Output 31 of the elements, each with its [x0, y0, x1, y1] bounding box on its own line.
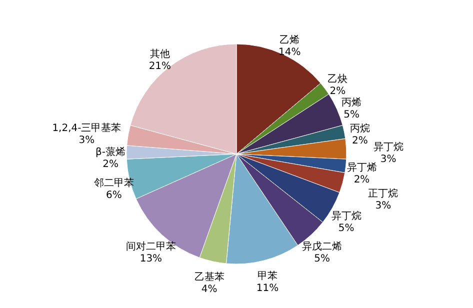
- slice-label: 异丁烯: [346, 162, 377, 174]
- slice-label: 其他: [150, 48, 170, 60]
- data-label: 5%: [314, 253, 330, 264]
- slice-label: 异丁烷: [373, 140, 404, 153]
- data-label: 5%: [344, 110, 360, 121]
- data-label: 3%: [78, 135, 95, 146]
- data-label: 2%: [102, 159, 118, 170]
- data-label: 21%: [148, 60, 172, 72]
- data-label: 3%: [380, 154, 396, 165]
- data-label: 5%: [338, 222, 354, 234]
- slice-label: 乙炔: [328, 72, 348, 85]
- data-label: 2%: [330, 86, 346, 97]
- slice-label: β-蒎烯: [96, 146, 126, 158]
- slice-label: 异戊二烯: [302, 240, 342, 252]
- slice-label: 间对二甲苯: [126, 240, 176, 252]
- data-label: 3%: [375, 200, 392, 212]
- data-label: 4%: [201, 284, 218, 296]
- slice-label: 甲苯: [258, 270, 278, 282]
- data-label: 14%: [278, 46, 301, 58]
- slice-label: 丙烯: [342, 96, 362, 109]
- slice-label: 丙烷: [350, 122, 370, 135]
- data-label: 6%: [106, 190, 122, 202]
- data-label: 11%: [256, 283, 279, 294]
- slice-label: 异丁烷: [331, 210, 362, 222]
- data-label: 13%: [140, 253, 162, 264]
- slice-label: 1,2,4-三甲基苯: [52, 122, 122, 134]
- slice-label: 乙烯: [280, 34, 300, 46]
- data-label: 2%: [354, 174, 370, 186]
- slice-label: 正丁烷: [368, 188, 398, 200]
- slice-label: 乙基苯: [194, 271, 224, 284]
- data-label: 2%: [352, 136, 368, 147]
